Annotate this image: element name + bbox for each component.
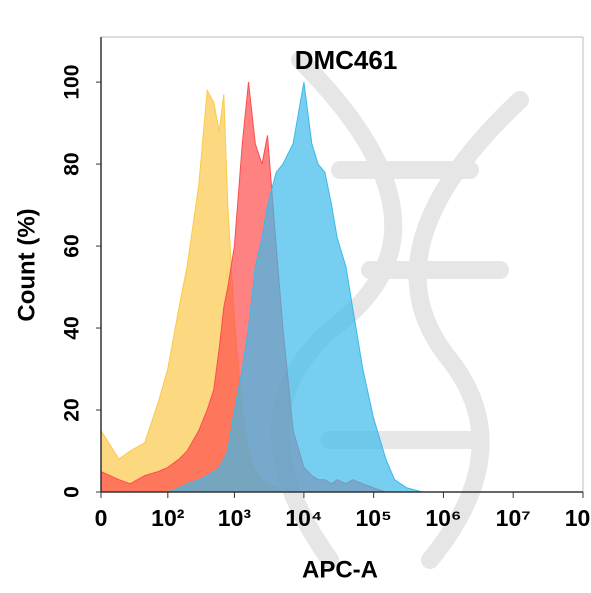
x-tick-label: 10⁶ — [425, 505, 461, 531]
x-tick-label: 10⁸ — [565, 505, 591, 531]
x-tick-label: 10⁴ — [285, 505, 322, 531]
x-axis-label: APC-A — [302, 556, 378, 583]
y-axis-label: Count (%) — [13, 208, 40, 321]
watermark-strand — [408, 91, 529, 569]
x-tick-label: 10³ — [218, 505, 252, 531]
y-tick-label: 80 — [61, 152, 84, 175]
y-tick-label: 100 — [61, 65, 84, 100]
chart-title: DMC461 — [295, 45, 398, 75]
plot-area — [100, 82, 444, 493]
x-tick-label: 10⁵ — [355, 505, 391, 531]
y-tick-label: 0 — [61, 486, 84, 498]
y-tick-label: 40 — [61, 316, 84, 339]
y-tick-label: 60 — [61, 234, 84, 257]
x-tick-label: 10⁷ — [496, 505, 531, 531]
x-tick-label: 10² — [151, 505, 185, 531]
y-tick-label: 20 — [61, 398, 84, 421]
x-tick-label: 0 — [95, 505, 108, 531]
histogram-area — [101, 82, 444, 493]
